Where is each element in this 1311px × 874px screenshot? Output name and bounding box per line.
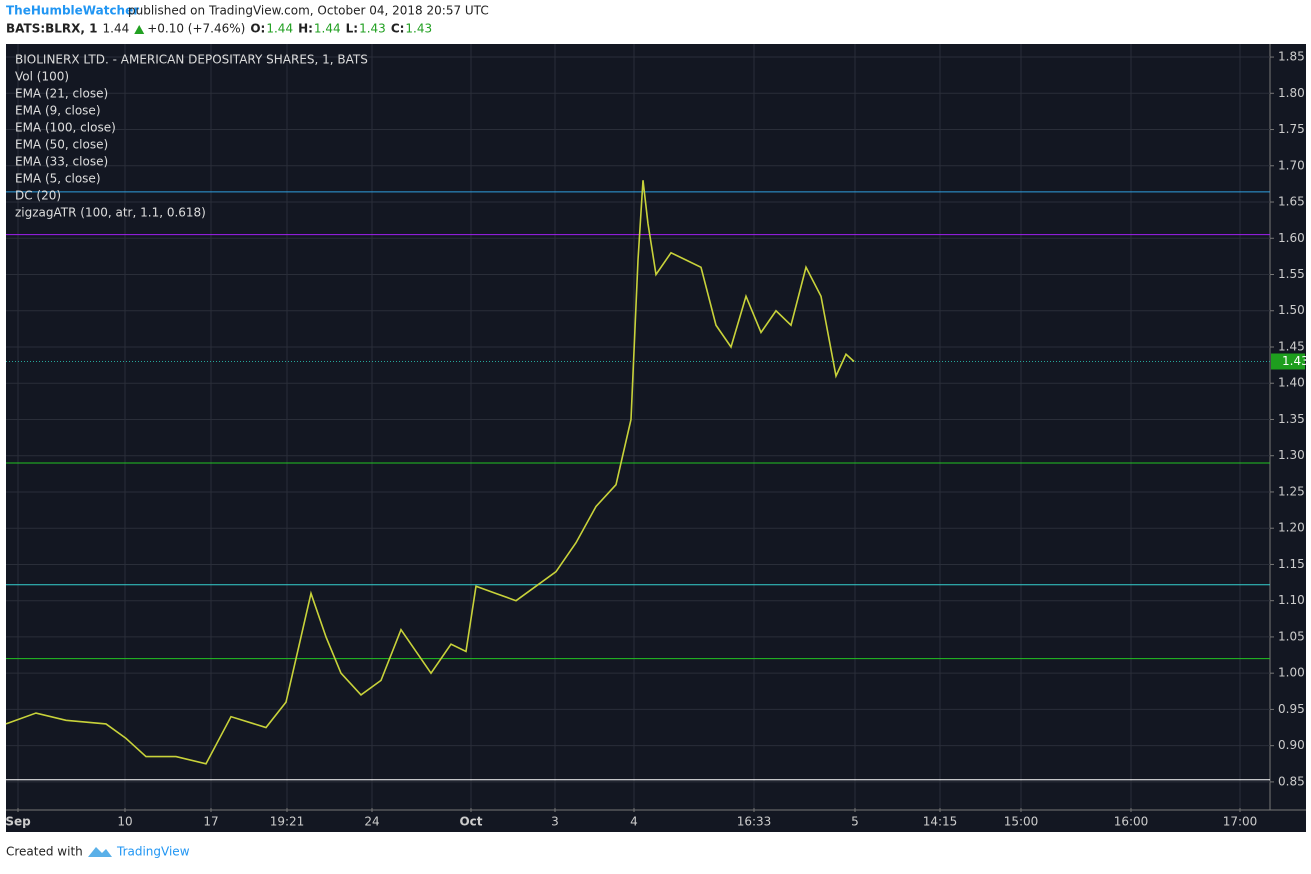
indicator-label: EMA (21, close) [15, 87, 108, 101]
indicator-label: EMA (5, close) [15, 172, 101, 186]
x-tick-label: 10 [117, 815, 132, 829]
indicator-label: Vol (100) [15, 70, 69, 84]
y-tick-label: 1.75 [1278, 122, 1305, 136]
ohlc-label: C: [391, 22, 405, 36]
chart-title: BIOLINERX LTD. - AMERICAN DEPOSITARY SHA… [15, 53, 368, 67]
y-tick-label: 1.45 [1278, 339, 1305, 353]
y-tick-label: 1.70 [1278, 158, 1305, 172]
x-tick-label: 16:33 [737, 815, 772, 829]
published: published on TradingView.com, October 04… [128, 4, 489, 18]
y-tick-label: 1.60 [1278, 231, 1305, 245]
ohlc-value: 1.43 [359, 22, 386, 36]
x-tick-label: 19:21 [270, 815, 305, 829]
indicator-label: EMA (9, close) [15, 104, 101, 118]
up-arrow [134, 25, 145, 34]
y-tick-label: 1.65 [1278, 195, 1305, 209]
y-tick-label: 1.20 [1278, 521, 1305, 535]
y-tick-label: 0.85 [1278, 774, 1305, 788]
indicator-label: zigzagATR (100, atr, 1.1, 0.618) [15, 206, 206, 220]
x-tick-label: Oct [459, 815, 482, 829]
x-tick-label: 3 [551, 815, 559, 829]
y-tick-label: 1.00 [1278, 666, 1305, 680]
indicator-label: DC (20) [15, 189, 61, 203]
last-price-label: 1.43 [1282, 354, 1309, 368]
x-tick-label: 17:00 [1223, 815, 1258, 829]
x-tick-label: 16:00 [1114, 815, 1149, 829]
x-tick-label: 5 [851, 815, 859, 829]
ohlc-label: L: [346, 22, 358, 36]
indicator-label: EMA (33, close) [15, 155, 108, 169]
brand[interactable]: TradingView [116, 845, 190, 859]
y-tick-label: 1.10 [1278, 593, 1305, 607]
y-tick-label: 1.50 [1278, 303, 1305, 317]
price-line [5, 180, 855, 765]
quote-line: BATS:BLRX, 1 1.44 +0.10 (+7.46%) O: 1.44 H: 1.… [6, 22, 432, 36]
y-tick-label: 0.95 [1278, 702, 1305, 716]
y-tick-label: 1.55 [1278, 267, 1305, 281]
x-tick-label: 24 [364, 815, 379, 829]
x-tick-label: Sep [5, 815, 31, 829]
ohlc-value: 1.44 [266, 22, 293, 36]
x-tick-label: 14:15 [923, 815, 958, 829]
ohlc-label: H: [298, 22, 313, 36]
chart-background [6, 44, 1306, 832]
y-tick-label: 1.40 [1278, 376, 1305, 390]
x-tick-label: 4 [630, 815, 638, 829]
y-tick-label: 1.85 [1278, 50, 1305, 64]
ohlc-value: 1.44 [314, 22, 341, 36]
created-with: Created with [6, 845, 83, 859]
ohlc-value: 1.43 [405, 22, 432, 36]
y-tick-label: 1.80 [1278, 86, 1305, 100]
x-tick-label: 17 [203, 815, 218, 829]
author[interactable]: TheHumbleWatcher [6, 4, 139, 18]
y-tick-label: 1.05 [1278, 629, 1305, 643]
y-tick-label: 1.35 [1278, 412, 1305, 426]
ohlc-label: O: [250, 22, 265, 36]
symbol: BATS:BLRX, 1 [6, 22, 98, 36]
y-tick-label: 0.90 [1278, 738, 1305, 752]
last-price-box [1271, 353, 1305, 370]
change: +0.10 (+7.46%) [147, 22, 245, 36]
logo [88, 847, 112, 857]
indicator-label: EMA (100, close) [15, 121, 116, 135]
indicator-label: EMA (50, close) [15, 138, 108, 152]
y-tick-label: 1.30 [1278, 448, 1305, 462]
last-price: 1.44 [103, 22, 130, 36]
x-tick-label: 15:00 [1004, 815, 1039, 829]
y-tick-label: 1.15 [1278, 557, 1305, 571]
y-tick-label: 1.25 [1278, 484, 1305, 498]
